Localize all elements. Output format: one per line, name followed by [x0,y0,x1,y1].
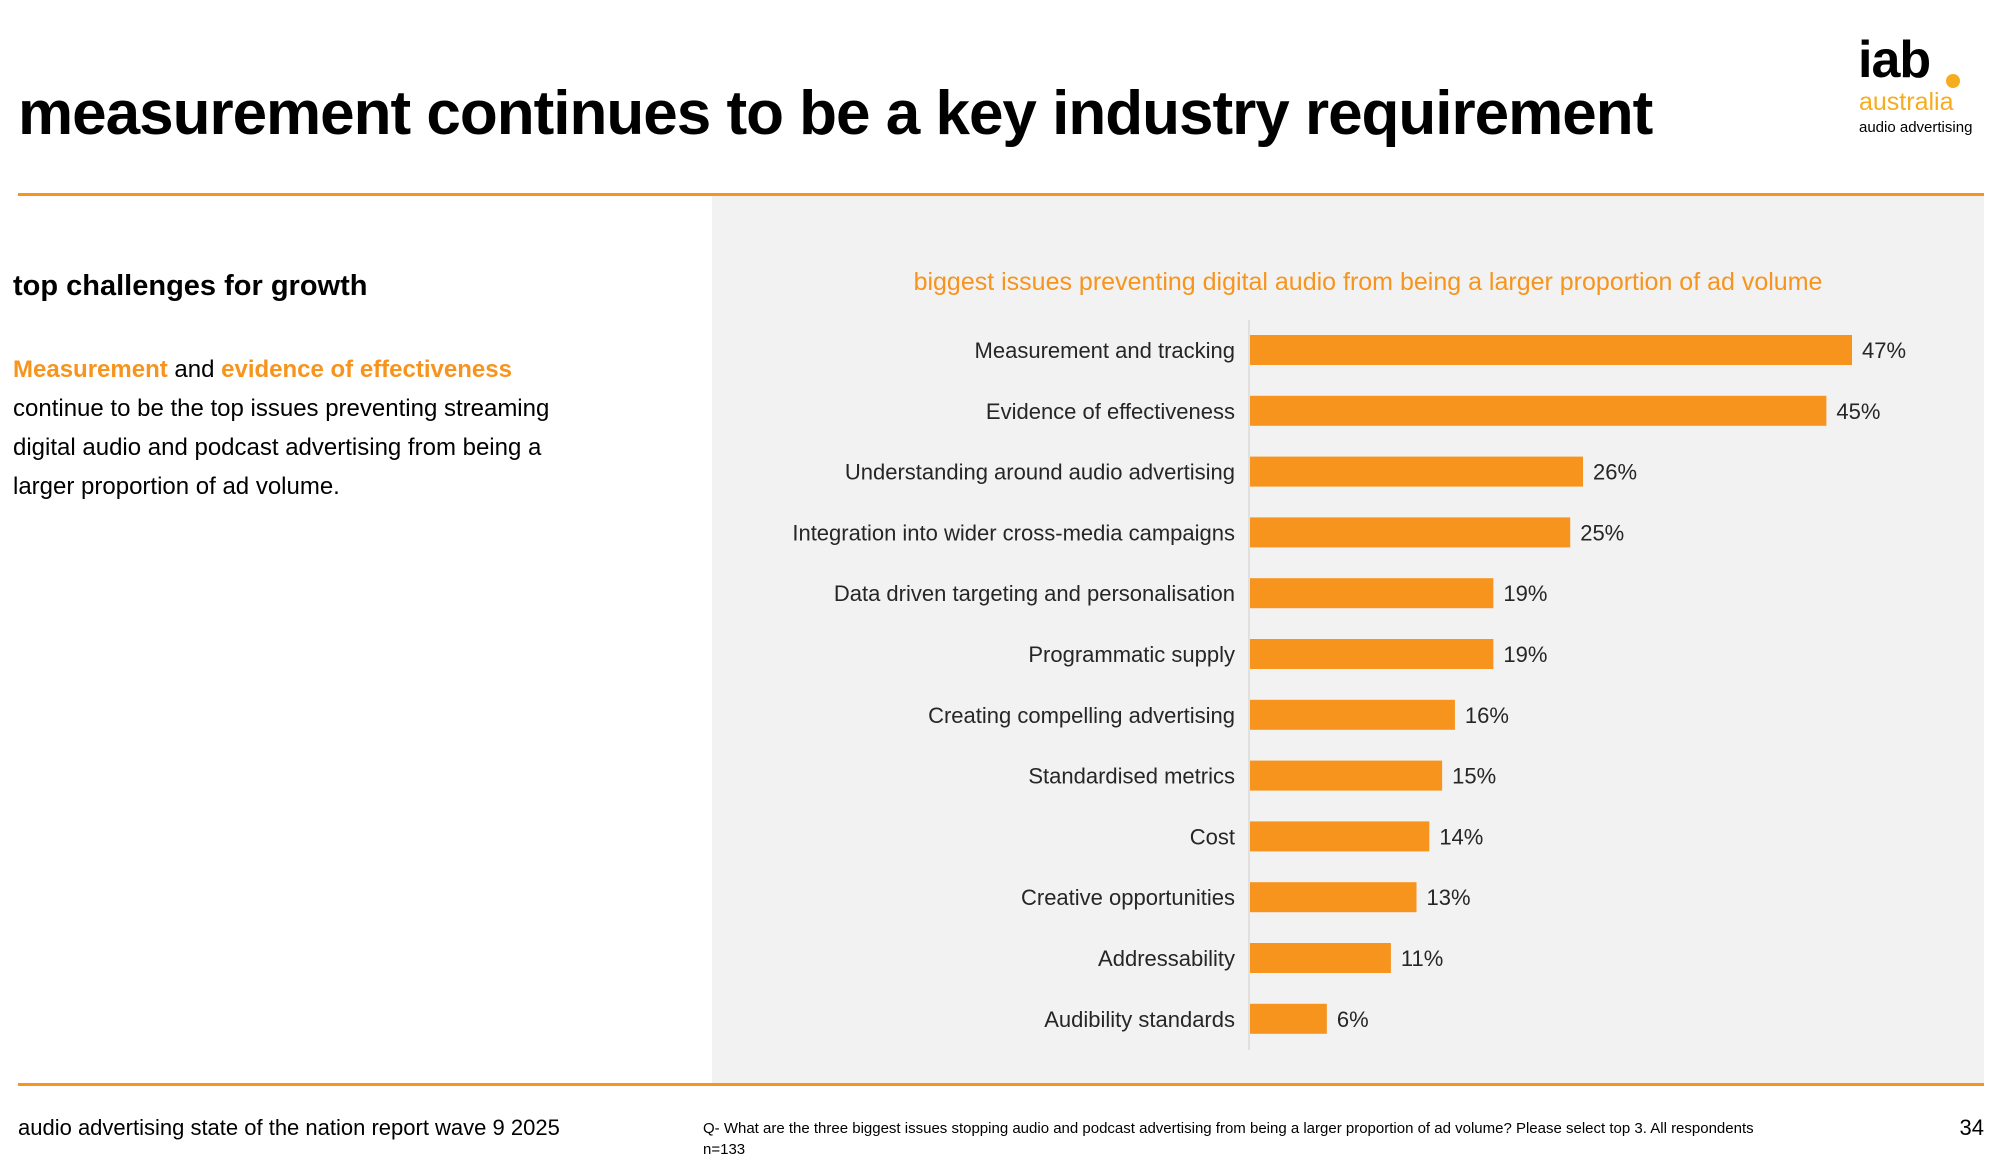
value-label-evidence-of-effectiveness: 45% [1836,399,1880,424]
category-label-audibility-standards: Audibility standards [1044,1007,1235,1032]
logo-subtitle: audio advertising [1859,119,1973,136]
category-label-data-driven-targeting-and-personalisation: Data driven targeting and personalisatio… [834,581,1235,606]
category-label-addressability: Addressability [1098,946,1235,971]
bar-audibility-standards [1250,1003,1327,1034]
bar-integration-into-wider-cross-media-campaigns [1250,517,1571,548]
value-label-audibility-standards: 6% [1337,1007,1369,1032]
value-label-standardised-metrics: 15% [1452,764,1496,789]
bar-programmatic-supply [1250,639,1494,669]
category-label-integration-into-wider-cross-media-campaigns: Integration into wider cross-media campa… [792,520,1235,545]
category-label-programmatic-supply: Programmatic supply [1028,642,1235,667]
bar-creating-compelling-advertising [1250,699,1455,730]
footer-divider [18,1083,1984,1086]
survey-footnote: Q- What are the three biggest issues sto… [703,1120,1754,1158]
section-body-text: continue to be the top issues preventing… [13,395,550,500]
bar-addressability [1250,943,1391,973]
section-body: Measurement and evidence of effectivenes… [13,350,593,506]
value-label-creating-compelling-advertising: 16% [1465,703,1509,728]
bar-cost [1250,821,1430,852]
bar-measurement-and-tracking [1250,335,1852,365]
page-title: measurement continues to be a key indust… [18,79,1653,148]
value-label-cost: 14% [1439,824,1483,849]
highlight-evidence: evidence of effectiveness [221,356,512,383]
chart-title: biggest issues preventing digital audio … [913,268,1823,296]
section-heading: top challenges for growth [13,270,368,302]
value-label-data-driven-targeting-and-personalisation: 19% [1503,581,1547,606]
value-label-integration-into-wider-cross-media-campaigns: 25% [1580,520,1624,545]
value-label-addressability: 11% [1401,946,1443,971]
category-label-understanding-around-audio-advertising: Understanding around audio advertising [845,460,1235,485]
value-label-programmatic-supply: 19% [1503,642,1547,667]
iab-australia-logo: iab australia audio advertising [1858,34,1988,140]
value-label-understanding-around-audio-advertising: 26% [1593,460,1637,485]
bar-evidence-of-effectiveness [1250,395,1827,426]
value-label-measurement-and-tracking: 47% [1862,338,1906,363]
highlight-measurement: Measurement [13,356,168,383]
report-name: audio advertising state of the nation re… [18,1115,560,1140]
header-divider [18,193,1984,196]
category-label-standardised-metrics: Standardised metrics [1028,764,1235,789]
category-label-measurement-and-tracking: Measurement and tracking [975,338,1235,363]
category-label-cost: Cost [1190,824,1235,849]
category-label-creative-opportunities: Creative opportunities [1021,885,1235,910]
bar-creative-opportunities [1250,882,1417,913]
logo-brand: iab [1858,31,1931,89]
bar-understanding-around-audio-advertising [1250,456,1584,487]
category-label-evidence-of-effectiveness: Evidence of effectiveness [986,399,1235,424]
logo-dot-icon [1946,74,1960,88]
bar-standardised-metrics [1250,760,1443,791]
bar-data-driven-targeting-and-personalisation [1250,578,1494,609]
highlight-connector: and [167,356,222,383]
value-label-creative-opportunities: 13% [1427,885,1471,910]
bar-chart: Measurement and tracking 47% Evidence of e… [792,320,1906,1050]
category-label-creating-compelling-advertising: Creating compelling advertising [928,703,1235,728]
page-number: 34 [1959,1115,1984,1140]
logo-country: australia [1859,88,1954,116]
